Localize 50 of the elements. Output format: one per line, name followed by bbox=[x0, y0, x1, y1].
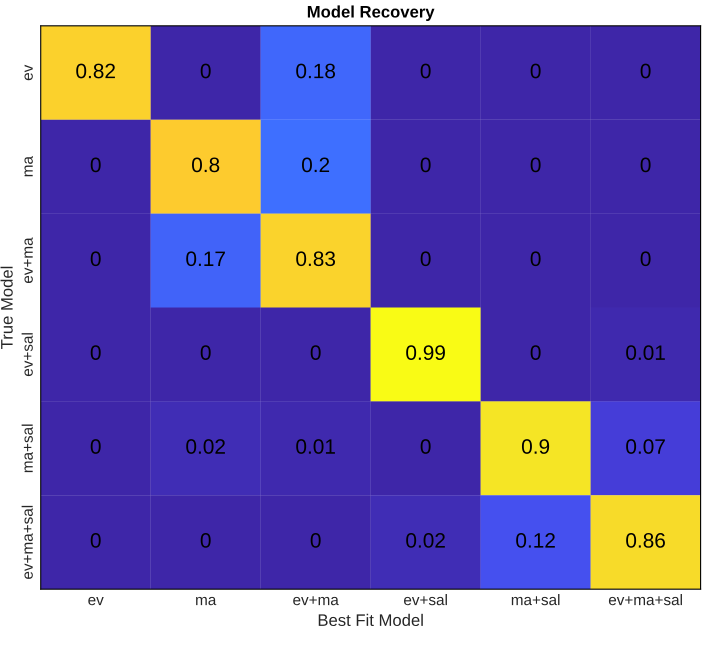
y-tick-label: ev+ma bbox=[24, 237, 33, 284]
data-label: 0.2 bbox=[302, 158, 330, 172]
x-tick-label: ev+ma bbox=[293, 596, 339, 606]
y-axis-title: True Model bbox=[0, 266, 13, 349]
data-label: 0 bbox=[200, 64, 211, 78]
data-label: 0 bbox=[530, 64, 541, 78]
data-label: 0 bbox=[530, 345, 541, 360]
data-label: 0 bbox=[640, 64, 651, 78]
data-label: 0 bbox=[90, 439, 101, 454]
data-label: 0 bbox=[530, 158, 541, 172]
data-label: 0 bbox=[200, 533, 211, 548]
chart-title: Model Recovery bbox=[308, 5, 434, 21]
data-label: 0.01 bbox=[626, 345, 665, 360]
data-label: 0.07 bbox=[626, 439, 665, 454]
data-label: 0 bbox=[310, 345, 321, 360]
data-label: 0 bbox=[90, 158, 101, 172]
data-label: 0 bbox=[90, 251, 101, 266]
data-label: 0 bbox=[420, 64, 431, 78]
x-tick-label: ma+sal bbox=[512, 594, 560, 606]
data-label: 0 bbox=[640, 158, 651, 172]
data-label: 0 bbox=[640, 251, 651, 266]
data-label: 0 bbox=[200, 345, 211, 360]
y-tick-label: ma bbox=[24, 156, 33, 176]
x-axis-title: Best Fit Model bbox=[318, 614, 423, 626]
x-tick-label: ma bbox=[196, 596, 216, 606]
data-label: 0.86 bbox=[626, 533, 665, 548]
data-label: 0.02 bbox=[406, 533, 445, 548]
data-label: 0 bbox=[90, 533, 101, 548]
x-tick-label: ev+ma+sal bbox=[608, 594, 682, 606]
data-label: 0 bbox=[420, 251, 431, 266]
data-label: 0 bbox=[310, 533, 321, 548]
data-label: 0.02 bbox=[186, 439, 225, 454]
data-label: 0 bbox=[90, 345, 101, 360]
y-tick-label: ev bbox=[24, 64, 33, 80]
y-tick-label: ev+sal bbox=[22, 333, 33, 376]
x-tick-label: ev bbox=[88, 596, 104, 606]
data-label: 0 bbox=[530, 251, 541, 266]
data-label: 0.01 bbox=[296, 439, 335, 454]
x-tick-label: ev+sal bbox=[404, 594, 447, 606]
data-label: 0.9 bbox=[522, 439, 550, 454]
data-label: 0.99 bbox=[406, 345, 445, 360]
y-tick-label: ma+sal bbox=[22, 424, 33, 472]
data-label: 0.83 bbox=[296, 251, 336, 266]
data-label: 0.17 bbox=[186, 251, 225, 266]
data-label: 0 bbox=[420, 439, 431, 454]
data-label: 0.12 bbox=[516, 533, 555, 548]
data-label: 0 bbox=[420, 158, 431, 172]
data-label: 0.82 bbox=[76, 64, 115, 78]
data-label: 0.18 bbox=[296, 64, 336, 78]
data-label: 0.8 bbox=[192, 158, 220, 172]
